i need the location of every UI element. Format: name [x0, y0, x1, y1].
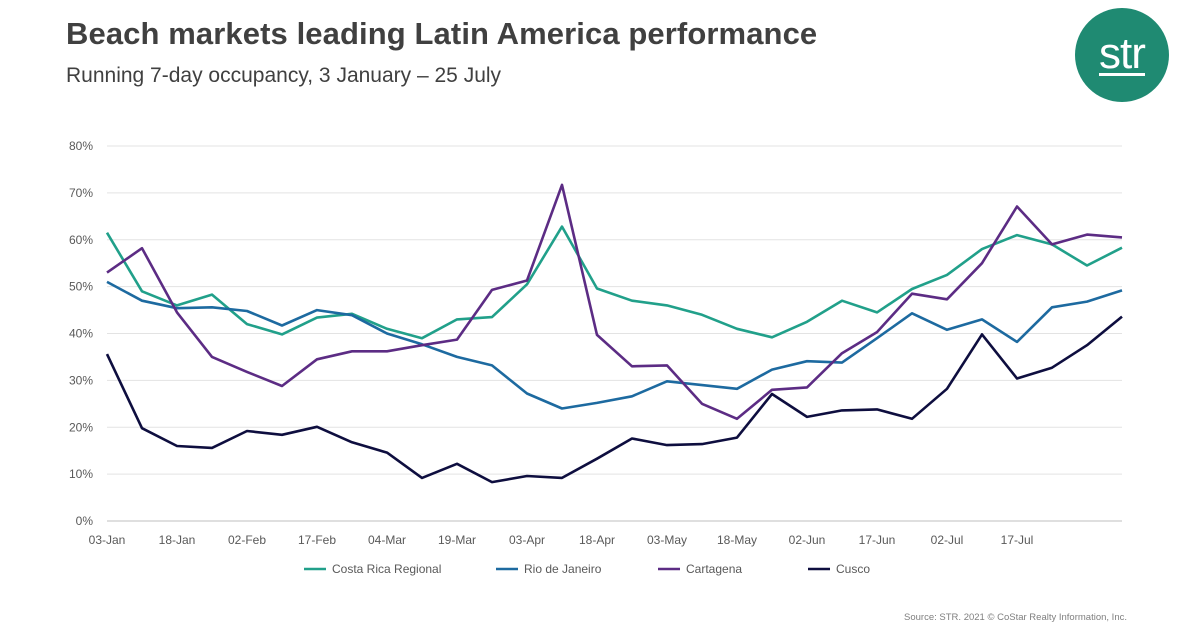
chart-title: Beach markets leading Latin America perf…: [66, 16, 818, 51]
legend-label: Rio de Janeiro: [524, 562, 602, 576]
legend-label: Costa Rica Regional: [332, 562, 441, 576]
x-axis-ticks: 03-Jan 18-Jan 02-Feb 17-Feb 04-Mar 19-Mar 03-A…: [89, 533, 1034, 547]
x-tick-label: 02-Jun: [789, 533, 826, 547]
y-tick-label: 50%: [69, 280, 93, 294]
x-tick-label: 02-Feb: [228, 533, 266, 547]
x-tick-label: 17-Jun: [859, 533, 896, 547]
str-logo: str: [1075, 8, 1169, 102]
series-lines: [105, 183, 1123, 484]
x-tick-label: 17-Jul: [1001, 533, 1034, 547]
gridlines: [107, 145, 1122, 522]
y-axis-ticks: 0% 10% 20% 30% 40% 50% 60% 70% 80%: [69, 139, 93, 528]
x-tick-label: 03-Apr: [509, 533, 545, 547]
series-line-costa-rica-regional: [105, 225, 1123, 340]
y-tick-label: 30%: [69, 373, 93, 387]
series-line-cusco: [105, 315, 1123, 484]
y-tick-label: 80%: [69, 139, 93, 153]
x-tick-label: 04-Mar: [368, 533, 406, 547]
legend-label: Cusco: [836, 562, 870, 576]
source-note: Source: STR. 2021 © CoStar Realty Inform…: [904, 612, 1127, 623]
series-line-cartagena: [106, 183, 1123, 421]
y-tick-label: 70%: [69, 186, 93, 200]
x-tick-label: 03-May: [647, 533, 687, 547]
series-line-rio-de-janeiro: [106, 280, 1123, 410]
legend-label: Cartagena: [686, 562, 742, 576]
logo-text: str: [1099, 28, 1146, 78]
legend: Costa Rica Regional Rio de Janeiro Cartage…: [304, 562, 870, 576]
legend-item-cusco: Cusco: [808, 562, 870, 576]
x-tick-label: 18-May: [717, 533, 757, 547]
line-chart: 0%10%20%30%40%50%60%70%80% 03-Jan 18-Jan 0…: [69, 139, 1123, 576]
legend-item-costa-rica-regional: Costa Rica Regional: [304, 562, 441, 576]
x-tick-label: 17-Feb: [298, 533, 336, 547]
x-tick-label: 19-Mar: [438, 533, 476, 547]
y-tick-label: 40%: [69, 327, 93, 341]
y-tick-label: 0%: [76, 514, 94, 528]
x-tick-label: 18-Jan: [159, 533, 196, 547]
chart-subtitle: Running 7-day occupancy, 3 January – 25 …: [66, 64, 502, 87]
legend-item-cartagena: Cartagena: [658, 562, 742, 576]
legend-item-rio-de-janeiro: Rio de Janeiro: [496, 562, 602, 576]
x-tick-label: 02-Jul: [931, 533, 964, 547]
x-tick-label: 03-Jan: [89, 533, 126, 547]
y-tick-label: 20%: [69, 420, 93, 434]
y-tick-label: 10%: [69, 467, 93, 481]
x-tick-label: 18-Apr: [579, 533, 615, 547]
y-tick-label: 60%: [69, 233, 93, 247]
